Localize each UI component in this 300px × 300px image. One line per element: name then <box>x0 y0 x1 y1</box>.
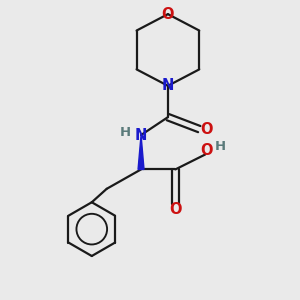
Text: O: O <box>162 7 174 22</box>
Text: H: H <box>215 140 226 153</box>
Text: H: H <box>120 127 131 140</box>
Polygon shape <box>138 135 144 169</box>
Text: N: N <box>162 78 174 93</box>
Text: O: O <box>200 143 213 158</box>
Text: O: O <box>200 122 213 136</box>
Text: O: O <box>169 202 182 217</box>
Text: N: N <box>135 128 147 142</box>
